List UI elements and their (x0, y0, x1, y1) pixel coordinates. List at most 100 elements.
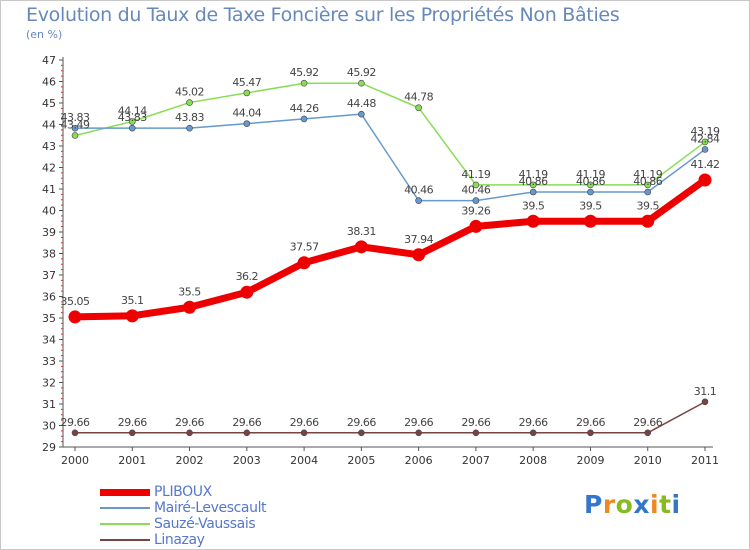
data-label-sauze-vaussais: 45.92 (290, 66, 319, 79)
data-label-sauze-vaussais: 41.19 (633, 168, 662, 181)
data-point-maire-levescault (243, 120, 251, 127)
data-point-pliboux (68, 310, 82, 324)
x-tick-label: 2001 (118, 454, 146, 467)
data-label-maire-levescault: 43.83 (61, 111, 90, 124)
data-point-maire-levescault (71, 124, 79, 132)
data-point-pliboux (641, 214, 655, 228)
data-point-pliboux (583, 214, 597, 228)
y-tick-label: 46 (42, 76, 56, 89)
x-tick-label: 2009 (576, 454, 604, 467)
data-label-maire-levescault: 43.83 (118, 111, 147, 124)
data-point-sauze-vaussais (243, 89, 251, 97)
x-tick-label: 2010 (634, 454, 662, 467)
data-point-sauze-vaussais (587, 181, 594, 189)
y-tick-label: 45 (42, 97, 56, 110)
data-label-pliboux: 37.57 (290, 241, 319, 254)
y-tick-label: 37 (42, 269, 56, 282)
logo-letter: o (615, 490, 634, 519)
y-tick-label: 31 (42, 398, 56, 411)
x-tick-label: 2002 (176, 454, 204, 467)
data-label-sauze-vaussais: 43.49 (61, 118, 90, 131)
data-point-maire-levescault (300, 115, 308, 123)
data-point-pliboux (125, 309, 139, 323)
data-label-maire-levescault: 40.86 (519, 175, 548, 188)
logo-letter: i (650, 490, 660, 519)
data-point-linazay (300, 429, 308, 437)
data-point-pliboux (412, 248, 426, 262)
data-label-sauze-vaussais: 45.02 (175, 86, 204, 99)
data-point-linazay (243, 429, 251, 437)
data-point-pliboux (297, 256, 311, 270)
data-point-linazay (415, 429, 422, 437)
chart-title: Evolution du Taux de Taxe Foncière sur l… (26, 4, 620, 26)
data-point-sauze-vaussais (128, 118, 136, 125)
data-point-linazay (358, 429, 365, 437)
y-tick-label: 34 (42, 334, 56, 347)
data-point-sauze-vaussais (415, 104, 422, 112)
data-label-pliboux: 39.5 (579, 199, 602, 212)
data-point-linazay (186, 429, 193, 437)
data-label-pliboux: 38.31 (347, 225, 376, 238)
data-point-pliboux (240, 285, 254, 299)
y-tick-label: 39 (42, 226, 56, 239)
data-label-maire-levescault: 42.84 (691, 132, 720, 145)
legend-item: Mairé-Levescault (100, 500, 267, 516)
data-point-sauze-vaussais (701, 138, 709, 146)
data-point-sauze-vaussais (358, 79, 365, 87)
chart-legend: PLIBOUX Mairé-Levescault Sauzé-Vaussais Lin… (100, 484, 267, 548)
y-tick-label: 44 (42, 119, 56, 132)
y-tick-label: 47 (42, 54, 56, 67)
data-label-linazay: 31.1 (694, 385, 717, 398)
logo-letter: t (659, 490, 672, 519)
y-tick-label: 40 (42, 205, 56, 218)
data-point-pliboux (526, 214, 540, 228)
legend-label: Mairé-Levescault (154, 500, 267, 516)
data-point-sauze-vaussais (472, 181, 480, 189)
data-point-maire-levescault (358, 110, 365, 118)
legend-swatch (100, 539, 150, 541)
data-label-pliboux: 36.2 (236, 270, 259, 283)
legend-label: PLIBOUX (154, 484, 212, 500)
logo-letter: r (602, 490, 616, 519)
data-label-sauze-vaussais: 45.92 (347, 66, 376, 79)
legend-item: Sauzé-Vaussais (100, 516, 266, 532)
y-tick-label: 32 (42, 377, 56, 390)
y-tick-label: 38 (42, 248, 56, 261)
data-label-linazay: 29.66 (290, 416, 319, 429)
data-point-sauze-vaussais (644, 181, 652, 189)
data-label-pliboux: 39.26 (461, 204, 490, 217)
data-point-pliboux (698, 173, 712, 187)
y-tick-label: 36 (42, 291, 56, 304)
logo-letter: i (671, 490, 681, 519)
data-label-pliboux: 35.1 (121, 294, 144, 307)
data-label-sauze-vaussais: 44.14 (118, 104, 147, 117)
x-tick-label: 2011 (691, 454, 719, 467)
data-label-linazay: 29.66 (175, 416, 204, 429)
series-line-sauze-vaussais (74, 82, 706, 186)
data-point-sauze-vaussais (300, 79, 308, 87)
x-tick-label: 2005 (347, 454, 375, 467)
data-label-sauze-vaussais: 41.19 (461, 168, 490, 181)
data-point-linazay (71, 429, 79, 437)
x-tick-label: 2003 (233, 454, 261, 467)
data-point-pliboux (183, 300, 197, 314)
data-point-linazay (644, 429, 652, 437)
data-label-linazay: 29.66 (347, 416, 376, 429)
data-label-linazay: 29.66 (61, 416, 90, 429)
data-label-sauze-vaussais: 41.19 (576, 168, 605, 181)
data-point-sauze-vaussais (71, 132, 79, 139)
logo-letter: x (633, 490, 650, 519)
data-point-pliboux (354, 240, 368, 254)
y-tick-label: 43 (42, 140, 56, 153)
y-tick-label: 30 (42, 420, 56, 433)
data-point-maire-levescault (186, 124, 193, 132)
legend-label: Sauzé-Vaussais (154, 516, 256, 532)
data-label-maire-levescault: 40.86 (576, 175, 605, 188)
legend-swatch (100, 488, 150, 496)
data-label-pliboux: 35.05 (61, 295, 90, 308)
data-point-maire-levescault (587, 188, 594, 196)
series-line-pliboux (74, 177, 708, 321)
data-label-pliboux: 37.94 (404, 233, 433, 246)
